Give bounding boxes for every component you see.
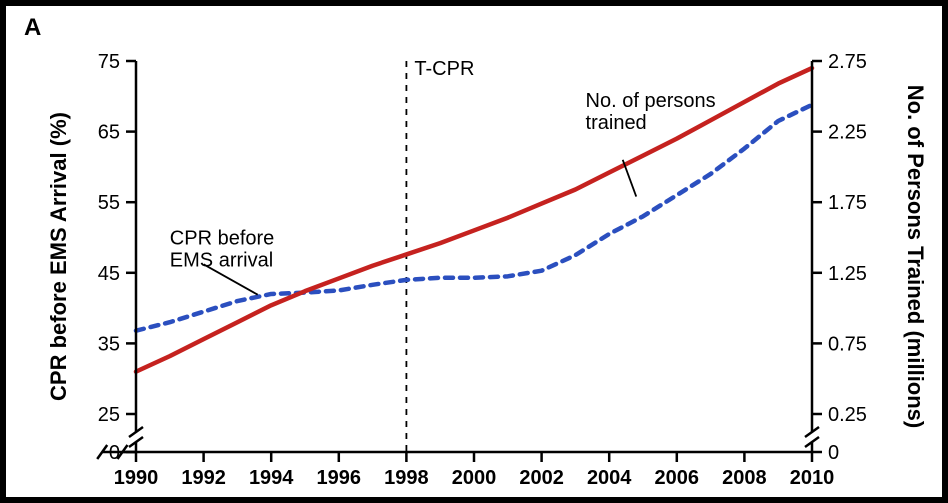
series-persons_trained [136,68,812,372]
y-right-tick-label: 1.25 [828,263,867,285]
y-left-tick-label: 75 [98,51,120,73]
y-left-title: CPR before EMS Arrival (%) [46,112,71,401]
x-tick-label: 1992 [181,467,226,489]
annotation-text: trained [586,112,647,134]
y-left-tick-label: 65 [98,122,120,144]
y-left-tick-label: 45 [98,263,120,285]
series-cpr_before_ems [136,105,812,331]
chart-svg: T-CPR 1990 1992 1994 1996 1998 2000 2002 2004 200… [6,6,942,497]
x-tick-label: 1996 [317,467,362,489]
x-tick-label: 1990 [114,467,159,489]
y-right-tick-label: 2.25 [828,122,867,144]
annotation-text: No. of persons [586,90,716,112]
x-tick-label: 2006 [655,467,700,489]
y-right-tick-label: 1.75 [828,192,867,214]
annotation-text: CPR before [170,228,274,250]
chart-frame: A T-CPR 1990 1992 1994 1996 1998 2000 2002 2004 2… [0,0,948,503]
y-right-title: No. of Persons Trained (millions) [903,85,928,429]
tcpr-label: T-CPR [414,58,474,80]
y-left-tick-label: 25 [98,404,120,426]
y-right-tick-label: 2.75 [828,51,867,73]
annotation-pointer [623,160,637,197]
x-tick-label: 1994 [249,467,294,489]
x-tick-label: 2002 [519,467,564,489]
x-tick-label: 2008 [722,467,767,489]
y-right-zero-label: 0 [828,442,839,464]
y-left-zero-label: 0 [109,442,120,464]
x-tick-label: 2000 [452,467,497,489]
y-left-tick-label: 55 [98,192,120,214]
annotation-text: EMS arrival [170,250,273,272]
x-tick-label: 1998 [384,467,429,489]
y-right-tick-label: 0.75 [828,333,867,355]
panel-letter: A [24,14,41,42]
y-left-tick-label: 35 [98,333,120,355]
annotation: CPR beforeEMS arrival [170,228,274,295]
x-tick-label: 2004 [587,467,632,489]
y-right-tick-label: 0.25 [828,404,867,426]
x-tick-label: 2010 [790,467,835,489]
